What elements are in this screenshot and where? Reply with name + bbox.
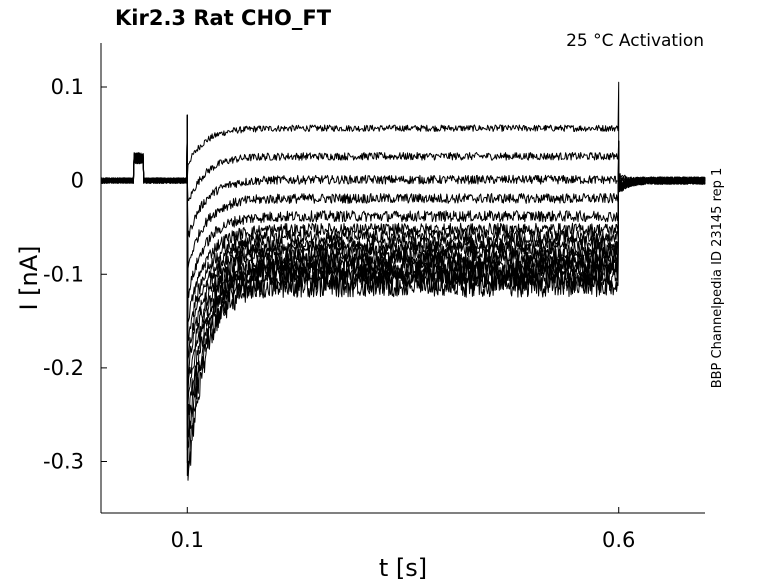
current-trace xyxy=(100,140,706,298)
side-id-label: BBP Channelpedia ID 23145 rep 1 xyxy=(710,168,725,389)
current-trace xyxy=(100,81,706,285)
current-trace xyxy=(100,140,706,478)
current-trace xyxy=(100,140,706,428)
current-trace xyxy=(100,114,706,481)
current-trace xyxy=(100,140,706,310)
y-tick-label: -0.2 xyxy=(43,356,84,380)
current-trace xyxy=(100,114,706,323)
chart-title: Kir2.3 Rat CHO_FT xyxy=(115,6,332,30)
chart-subtitle: 25 °C Activation xyxy=(566,31,704,51)
current-trace xyxy=(100,140,706,349)
x-tick-label: 0.1 xyxy=(171,528,204,552)
y-axis-label: I [nA] xyxy=(15,245,43,310)
y-tick-group: 0.1 0 -0.1 -0.2 -0.3 xyxy=(43,75,107,474)
y-tick-label: 0 xyxy=(71,169,84,193)
y-tick-label: 0.1 xyxy=(51,75,84,99)
x-axis-label: t [s] xyxy=(379,554,427,582)
current-trace xyxy=(100,140,706,336)
trace-group xyxy=(100,81,706,481)
y-tick-label: -0.3 xyxy=(43,450,84,474)
x-tick-group: 0.1 0.6 xyxy=(171,507,635,552)
current-trace xyxy=(100,114,706,438)
x-tick-label: 0.6 xyxy=(602,528,635,552)
y-tick-label: -0.1 xyxy=(43,262,84,286)
